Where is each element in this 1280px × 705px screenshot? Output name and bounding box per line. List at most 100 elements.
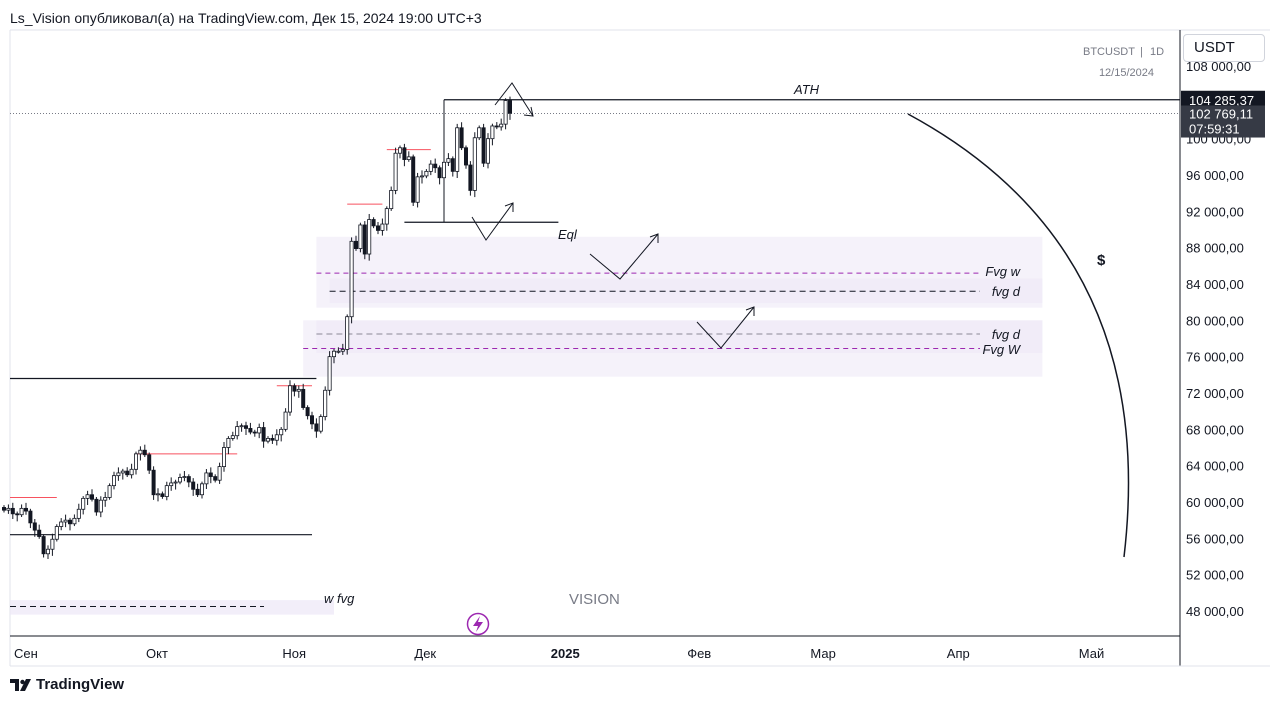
projection-arrowhead-fvg-w [649, 233, 659, 243]
candle-body [28, 510, 33, 524]
candle-body [116, 472, 121, 477]
candle-body [235, 426, 240, 437]
time-tick-label: Апр [947, 646, 970, 661]
candle-body [318, 416, 323, 432]
candle-body [19, 507, 24, 516]
candle-body [472, 137, 477, 191]
candle-body [6, 507, 11, 511]
cycle-arc [907, 113, 1130, 558]
candle-body [362, 224, 367, 255]
price-tick-label: 88 000,00 [1186, 241, 1244, 256]
candle-body [323, 389, 328, 418]
candle-body [402, 147, 407, 160]
fvg-zones [10, 236, 1043, 615]
candle-body [147, 454, 152, 471]
publisher-line: Ls_Vision опубликовал(а) на TradingView.… [10, 10, 482, 26]
candle-body [309, 415, 314, 425]
projection-arrow-fvg-d [696, 306, 755, 349]
candle-body [120, 470, 125, 474]
candle-body [85, 494, 90, 499]
candle-body [112, 475, 117, 487]
candle-body [164, 485, 169, 497]
candle-body [50, 538, 55, 550]
annotation-ath: ATH [793, 82, 820, 97]
candle-body [32, 522, 37, 531]
price-tick-label: 52 000,00 [1186, 568, 1244, 583]
ath-price-tag [1181, 90, 1265, 109]
price-tick-label: 48 000,00 [1186, 604, 1244, 619]
annotation-w-fvg: w fvg [324, 591, 355, 606]
time-tick-label: Фев [687, 646, 711, 661]
price-tick-label: 108 000,00 [1186, 59, 1251, 74]
projection-arrowhead-ath [523, 106, 534, 117]
drawings [471, 82, 1130, 558]
candle-body [446, 158, 451, 163]
candle-body [455, 127, 460, 172]
candle-body [331, 350, 336, 358]
candle-body [345, 316, 350, 350]
candle-body [41, 536, 46, 555]
annotation-fvg-w-lower: Fvg W [982, 342, 1021, 357]
tradingview-logo-icon [10, 678, 31, 691]
time-axis[interactable]: Сен Окт Ноя Дек 2025 Фев Мар Апр Май [14, 646, 1104, 661]
candle-body [292, 385, 297, 392]
ath-price-tag-label: 104 285,37 [1189, 93, 1254, 108]
current-price-tag [1181, 105, 1265, 138]
time-tick-label: Мар [810, 646, 835, 661]
candle-body [37, 529, 42, 537]
candle-body [252, 431, 257, 434]
candle-body [437, 167, 442, 179]
candle-body [485, 138, 490, 164]
price-tick-label: 84 000,00 [1186, 277, 1244, 292]
candle-body [23, 507, 28, 512]
candle-body [384, 208, 389, 225]
time-tick-label: Ноя [282, 646, 306, 661]
candle-body [103, 497, 108, 501]
candle-body [54, 526, 59, 540]
candle-body [261, 427, 266, 442]
candle-body [142, 449, 147, 456]
candle-body [248, 428, 253, 433]
annotation-fvg-d-upper: fvg d [992, 284, 1021, 299]
candle-body [239, 425, 244, 428]
candle-body [380, 223, 385, 231]
candle-body [397, 147, 402, 154]
candle-body [441, 161, 446, 179]
interval-label: 1D [1150, 46, 1164, 58]
time-tick-label: Дек [414, 646, 436, 661]
candle-body [68, 519, 73, 525]
current-price-tag-label: 102 769,11 [1189, 107, 1253, 122]
projection-arrow-ath [494, 82, 534, 117]
candle-body [10, 507, 15, 515]
projection-arrowhead-eql [504, 202, 514, 212]
lightning-icon[interactable] [466, 612, 490, 636]
candle-body [208, 472, 213, 477]
candle-body [191, 481, 196, 490]
candle-body [270, 438, 275, 441]
price-tick-label: 72 000,00 [1186, 386, 1244, 401]
time-tick-label: Сен [14, 646, 38, 661]
footer-brand[interactable]: TradingView [10, 676, 124, 693]
candle-body [371, 219, 376, 227]
candle-body [428, 163, 433, 172]
symbol-separator: | [1140, 46, 1143, 58]
candle-body [336, 350, 341, 353]
candle-body [243, 425, 248, 429]
currency-selector[interactable]: USDT [1183, 34, 1265, 62]
candle-body [433, 163, 438, 169]
fvg-zone [10, 600, 334, 615]
candle-body [125, 470, 130, 476]
candle-body [217, 466, 222, 481]
projection-arrow-eql [471, 202, 514, 241]
candle-body [177, 477, 182, 483]
candles [2, 96, 512, 559]
candle-body [15, 513, 20, 516]
candle-body [419, 175, 424, 178]
candle-body [46, 548, 51, 555]
symbol-label: BTCUSDT [1083, 46, 1135, 58]
candle-body [340, 349, 345, 352]
candle-body [481, 127, 486, 164]
candle-body [424, 170, 429, 177]
